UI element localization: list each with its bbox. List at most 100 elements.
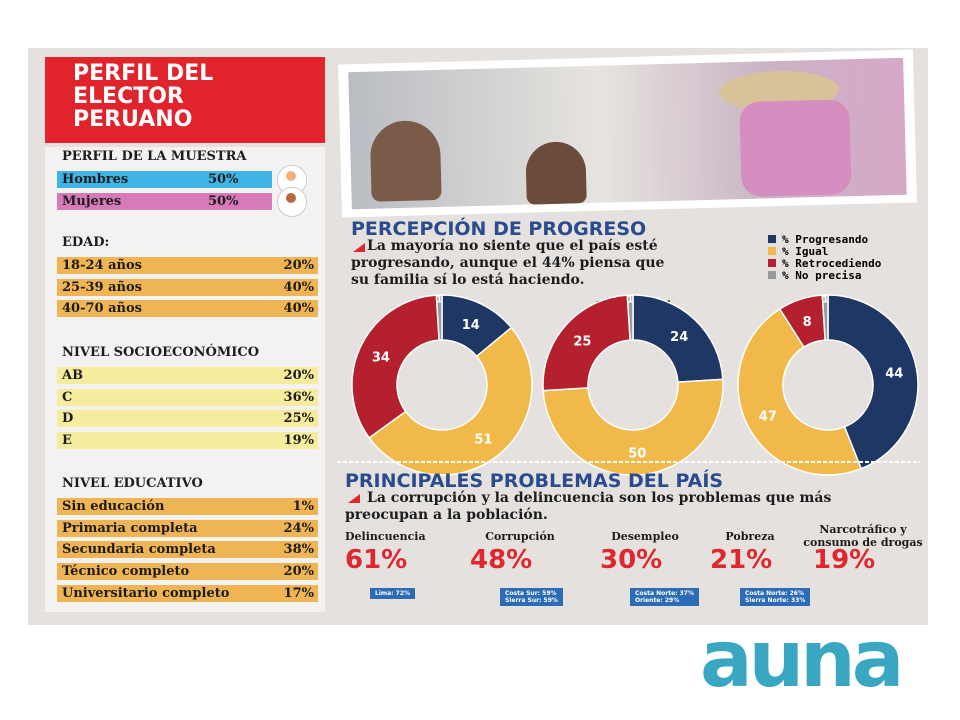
- row-label: Sin educación: [62, 499, 165, 514]
- header-title: ELECTOR: [73, 84, 184, 109]
- problem-name: Narcotráfico y consumo de drogas: [803, 523, 923, 549]
- row-value: 20%: [283, 368, 314, 383]
- legend-label: % Retrocediendo: [782, 257, 882, 270]
- section-title: NIVEL EDUCATIVO: [62, 476, 203, 491]
- donut-segment: [435, 294, 443, 341]
- header-title: PERFIL DEL: [73, 61, 214, 86]
- row-value: 20%: [283, 564, 314, 580]
- problem-name: Corrupción: [485, 530, 555, 543]
- person-head: [286, 171, 296, 181]
- donut-label: 1: [822, 295, 829, 306]
- row-label: Secundaria completa: [62, 542, 216, 558]
- donut-segment: [368, 326, 533, 476]
- row-bar: [57, 519, 318, 537]
- section-title: NIVEL SOCIOECONÓMICO: [62, 345, 260, 360]
- section-title: EDAD:: [62, 235, 110, 250]
- donut-label: 25: [573, 334, 591, 349]
- donut-segment: [737, 307, 863, 476]
- row-value: 1%: [292, 499, 314, 514]
- donut-label: 34: [372, 350, 390, 365]
- problem-value: 21%: [710, 545, 773, 575]
- problem-value: 48%: [470, 545, 533, 575]
- legend-label: % No precisa: [782, 269, 861, 282]
- row-label: Universitario completo: [62, 585, 230, 601]
- row-label: 18-24 años: [62, 258, 142, 273]
- row-bar: [57, 498, 318, 515]
- problem-name: Delincuencia: [345, 530, 426, 543]
- note-box: Costa Norte: 37% Oriente: 29%: [630, 588, 699, 606]
- note-box: Costa Norte: 26% Sierra Norte: 33%: [740, 588, 811, 606]
- problem-value: 61%: [345, 545, 408, 575]
- row-value: 38%: [283, 542, 314, 558]
- row-bar: [57, 192, 272, 210]
- donut-segment: [821, 294, 829, 341]
- header-box: [45, 57, 325, 143]
- row-value: 17%: [283, 585, 314, 601]
- donut-label: 47: [759, 410, 777, 425]
- row-value: 36%: [283, 389, 314, 405]
- bullet: [348, 494, 360, 503]
- donut-segment: [542, 378, 724, 476]
- legend-swatch: [768, 247, 776, 255]
- legend-swatch: [768, 259, 776, 267]
- note: Sierra Norte: 33%: [745, 597, 806, 604]
- row-value: 20%: [283, 258, 314, 273]
- donut-label: 1: [436, 295, 443, 306]
- progress-title: PERCEPCIÓN DE PROGRESO: [351, 218, 647, 240]
- row-bar: [57, 563, 318, 581]
- row-value: 50%: [208, 172, 239, 187]
- row-bar: [57, 171, 272, 188]
- progress-subtitle: La mayoría no siente que el país esté pr…: [351, 238, 665, 288]
- row-label: Hombres: [62, 172, 129, 187]
- note-box: Costa Sur: 59% Sierra Sur: 59%: [500, 588, 563, 606]
- donut-label: 44: [885, 366, 903, 381]
- logo: auna: [700, 615, 904, 705]
- bullet: [353, 243, 365, 252]
- row-value: 40%: [283, 279, 314, 295]
- row-label: AB: [62, 368, 84, 383]
- donut-label: 50: [628, 446, 646, 461]
- row-label: 25-39 años: [62, 279, 142, 295]
- section-title: PERFIL DE LA MUESTRA: [62, 149, 247, 164]
- row-label: Técnico completo: [62, 564, 190, 580]
- row-bar: [57, 388, 318, 406]
- legend-swatch: [768, 271, 776, 279]
- note: Costa Norte: 37%: [635, 590, 694, 597]
- donut-segment: [351, 294, 440, 439]
- row-value: 25%: [283, 411, 314, 427]
- row-label: 40-70 años: [62, 301, 142, 317]
- row-bar: [57, 278, 318, 296]
- row-label: E: [62, 433, 72, 449]
- row-value: 50%: [208, 193, 239, 209]
- note: Costa Sur: 59%: [505, 590, 557, 597]
- legend-swatch: [768, 235, 776, 243]
- donut-segment: [632, 294, 724, 383]
- row-label: Mujeres: [62, 193, 122, 209]
- donut-segment: [542, 294, 631, 392]
- donut-segment: [626, 294, 634, 341]
- row-bar: [57, 432, 318, 450]
- row-bar: [57, 300, 318, 318]
- row-bar: [57, 541, 318, 559]
- donut-label: 8: [803, 315, 812, 330]
- row-label: Primaria completa: [62, 520, 198, 536]
- note-box: Lima: 72%: [370, 588, 416, 599]
- problem-value: 30%: [600, 545, 663, 575]
- row-value: 24%: [283, 520, 314, 536]
- person-head: [286, 192, 296, 203]
- note: Sierra Sur: 59%: [505, 597, 558, 604]
- row-value: 19%: [283, 433, 314, 449]
- note: Lima: 72%: [375, 590, 411, 597]
- donut-label: 14: [462, 318, 480, 333]
- row-bar: [57, 257, 318, 274]
- legend-label: % Igual: [782, 245, 828, 258]
- row-bar: [57, 410, 318, 428]
- problem-name: Pobreza: [725, 530, 775, 543]
- donut-label: 51: [474, 432, 492, 447]
- donut-segment: [827, 294, 919, 470]
- row-bar: [57, 367, 318, 384]
- row-label: D: [62, 411, 74, 427]
- problem-value: 19%: [813, 545, 876, 575]
